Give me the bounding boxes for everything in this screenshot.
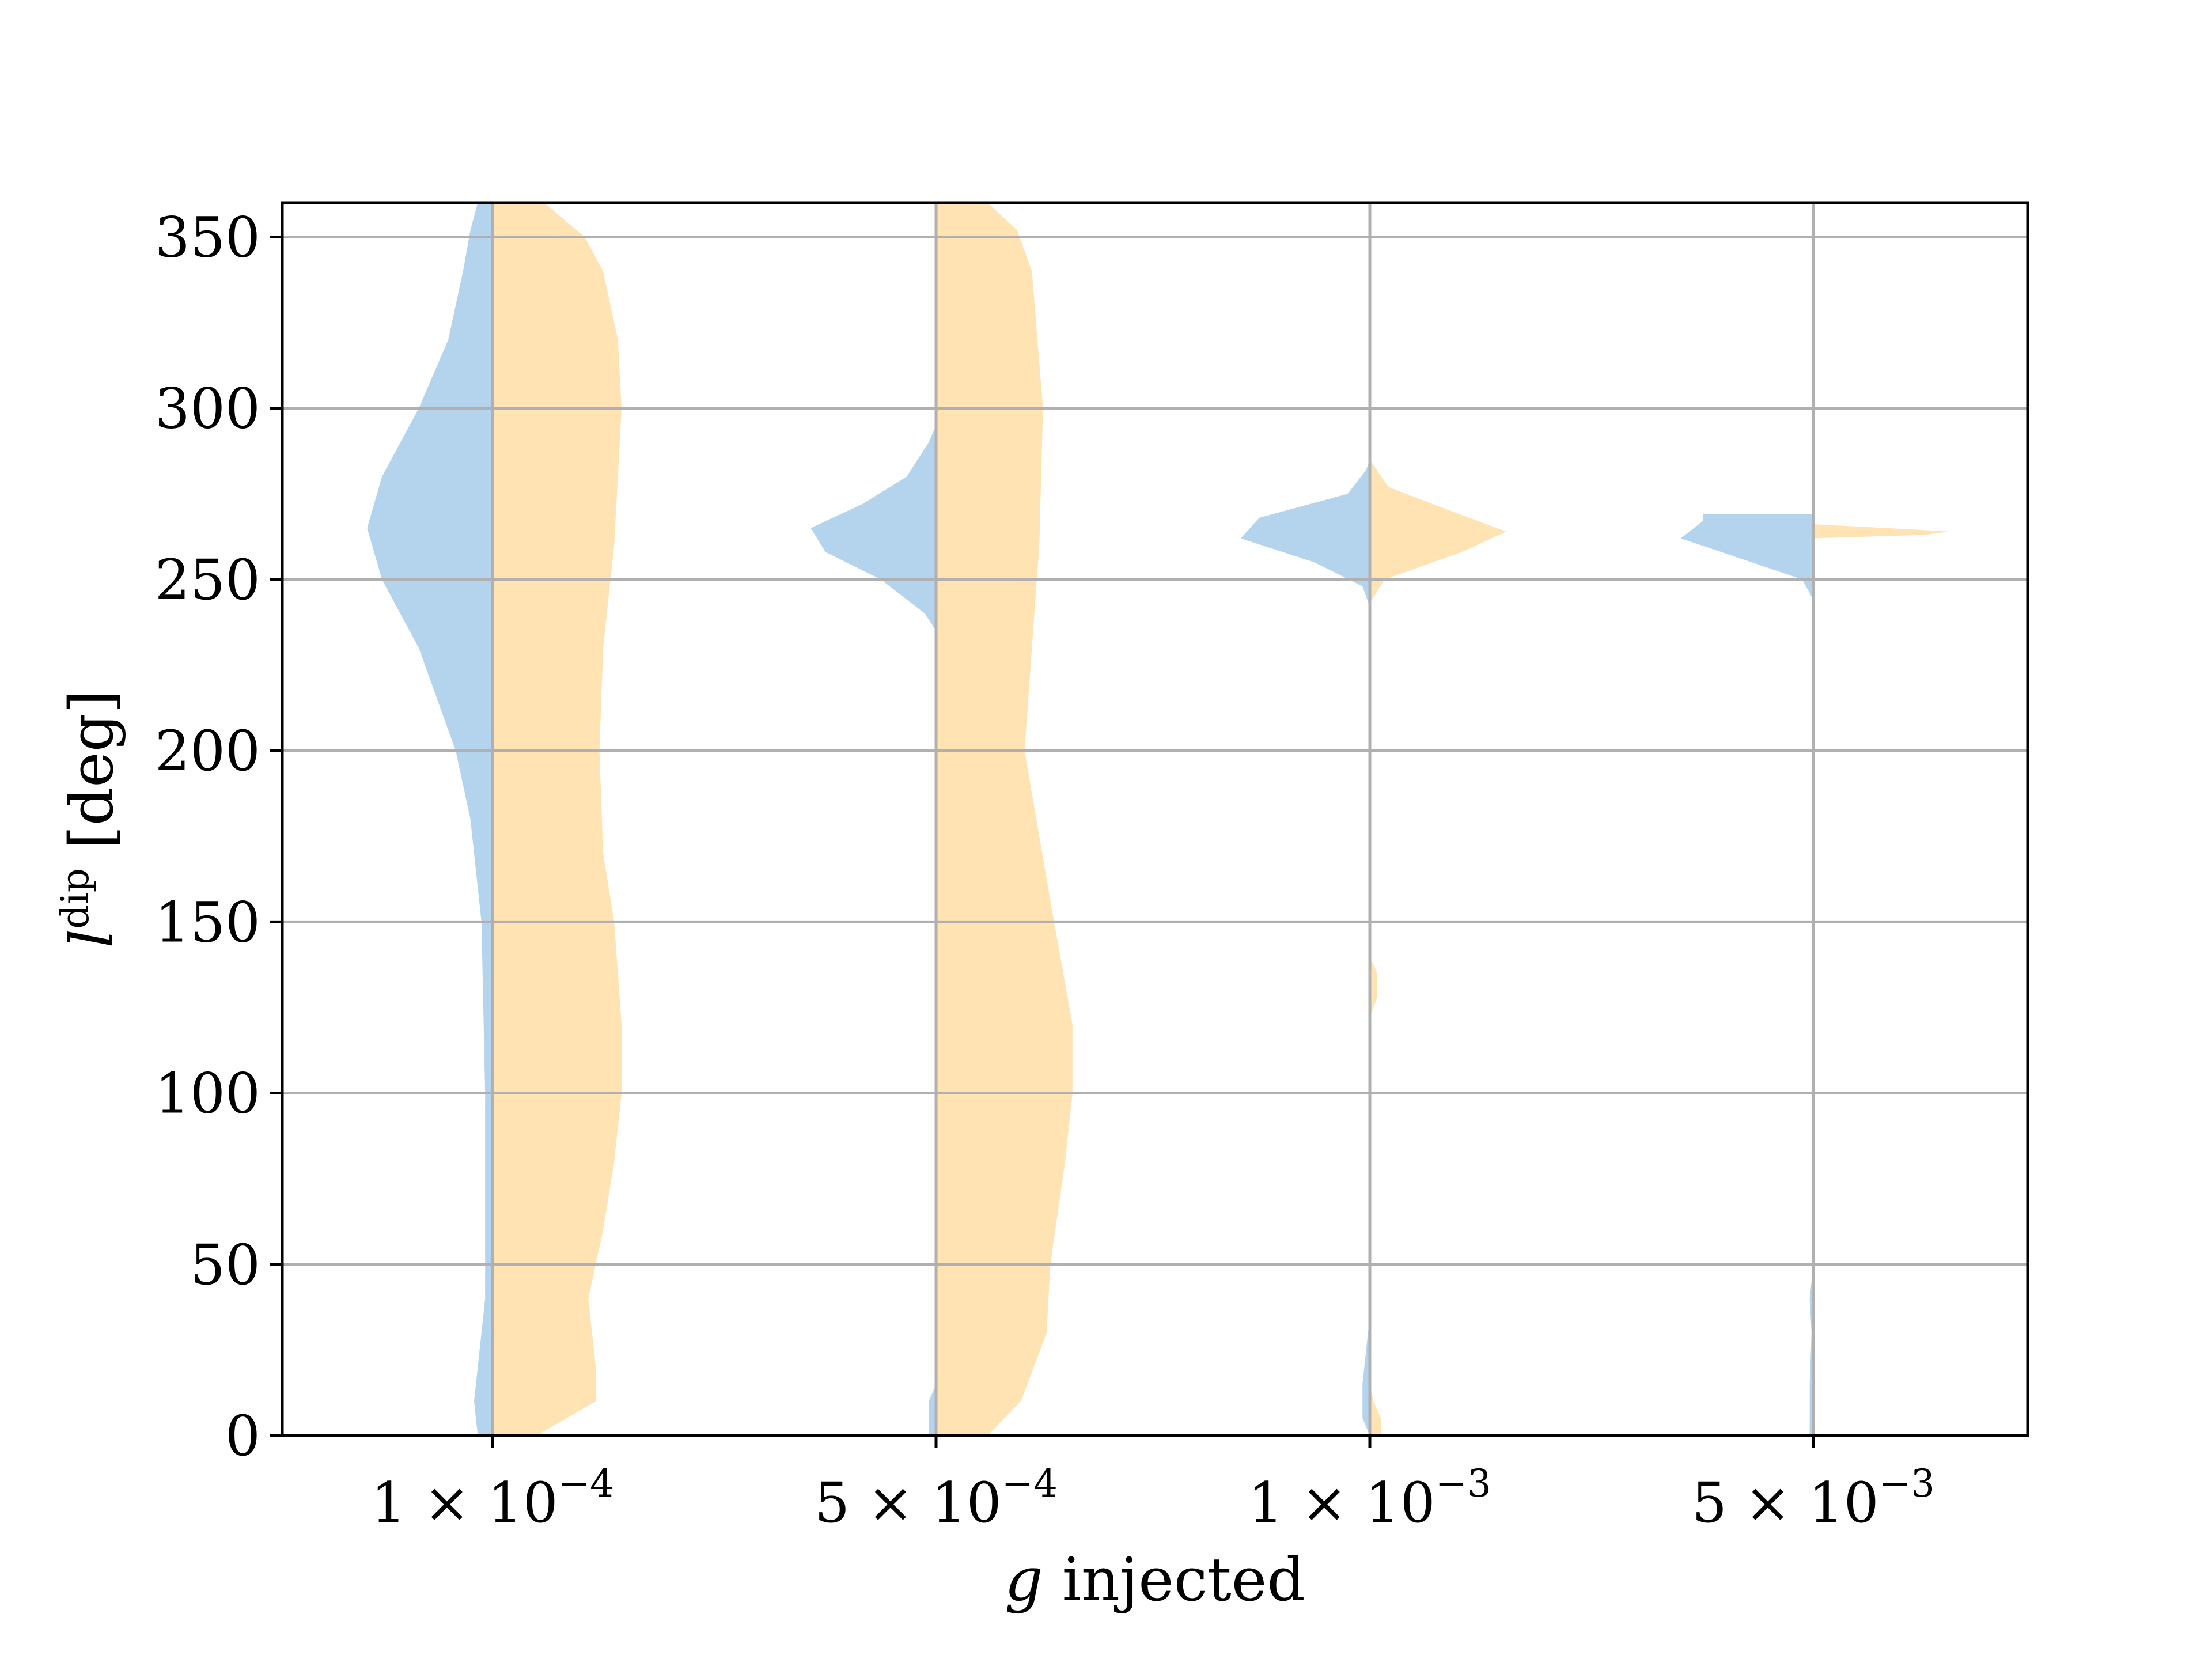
x-tick-label-exponent: −3 [1879,1461,1935,1506]
x-tick-label-exponent: −4 [558,1461,614,1506]
y-tick-label-50: 50 [190,1233,260,1297]
y-axis-label-symbol: l [56,929,127,948]
plot-frame [281,201,2029,1437]
x-tick-label-mantissa: 5 × 10 [1692,1471,1879,1535]
y-tick-label-300: 300 [155,377,260,441]
x-tick-label-1: 1 × 10−4 [371,1461,614,1535]
violin-4-right-half [1813,524,1950,539]
x-axis-label-symbol: g [1005,1544,1043,1615]
x-tick-label-mantissa: 1 × 10 [371,1471,558,1535]
violin-2-left-half [810,425,936,1435]
y-tick-label-350: 350 [155,205,260,270]
x-tick-label-exponent: −4 [1002,1461,1058,1506]
y-tick-label-200: 200 [155,719,260,783]
violin-2-right-half [936,203,1073,1435]
violins-layer [367,203,1950,1435]
x-tick-label-4: 5 × 10−3 [1692,1461,1935,1535]
y-tick-label-0: 0 [225,1404,260,1468]
y-axis-ticks: 0 50 100 150 200 250 300 350 [155,205,282,1468]
x-axis-label-text: injected [1043,1544,1305,1615]
y-tick-label-150: 150 [155,890,260,955]
x-tick-label-exponent: −3 [1435,1461,1491,1506]
x-tick-label-mantissa: 5 × 10 [815,1471,1002,1535]
y-tick-label-100: 100 [155,1062,260,1126]
y-axis-label: ldip [deg] [53,690,127,948]
violin-3-right-half [1370,459,1506,1435]
x-axis-ticks: 1 × 10−4 5 × 10−4 1 × 10−3 5 × 10−3 [371,1435,1935,1535]
x-axis-label: g injected [1005,1544,1305,1615]
violin-3-left-half [1241,459,1370,1435]
violin-1-right-half [493,203,622,1435]
y-tick-label-250: 250 [155,548,260,612]
x-tick-label-mantissa: 1 × 10 [1248,1471,1435,1535]
gridlines [282,203,2028,1437]
y-axis-label-superscript: dip [53,868,97,929]
x-tick-label-2: 5 × 10−4 [815,1461,1058,1535]
violin-1-left-half [367,203,493,1435]
y-axis-label-unit: [deg] [56,690,127,849]
x-tick-label-3: 1 × 10−3 [1248,1461,1491,1535]
y-axis-label-space [56,849,127,868]
